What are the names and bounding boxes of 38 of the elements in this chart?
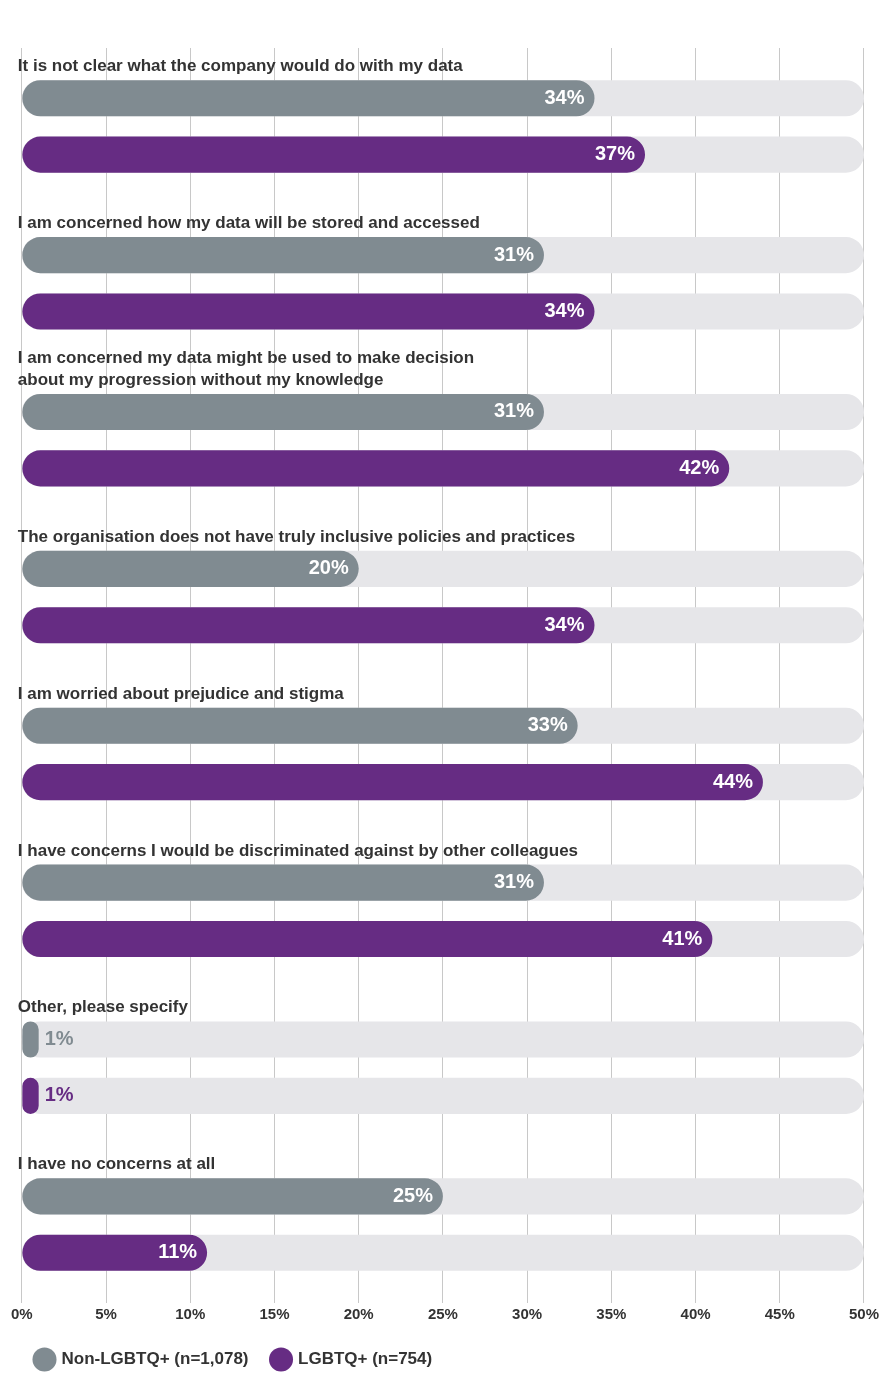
data-label: 37% <box>595 142 636 165</box>
y-tick-label: The organisation does not have truly inclusive policies and practices <box>17 526 576 546</box>
y-tick-label: I have no concerns at all <box>17 1154 216 1174</box>
data-label: 44% <box>712 769 754 792</box>
data-label: 42% <box>679 455 720 478</box>
bar <box>22 1234 208 1271</box>
data-label: 1% <box>44 1083 74 1106</box>
y-tick-label: Other, please specify <box>17 997 189 1017</box>
x-tick-label: 35% <box>596 1305 627 1323</box>
x-tick-label: 0% <box>11 1305 33 1323</box>
y-tick-label: It is not clear what the company would do with my data <box>17 56 464 76</box>
data-label: 25% <box>392 1183 434 1206</box>
legend-label: Non-LGBTQ+ (n=1,078) <box>61 1349 249 1369</box>
x-tick-label: 45% <box>764 1305 795 1323</box>
y-tick-label: I am worried about prejudice and stigma <box>17 683 345 703</box>
x-tick-label: 30% <box>512 1305 543 1323</box>
data-label: 11% <box>158 1240 198 1263</box>
x-tick-label: 25% <box>427 1305 458 1323</box>
x-tick-label: 5% <box>95 1305 117 1323</box>
data-label: 34% <box>544 85 585 108</box>
data-label: 34% <box>544 299 585 322</box>
x-tick-label: 40% <box>680 1305 711 1323</box>
x-tick-label: 50% <box>848 1305 879 1323</box>
x-tick-label: 20% <box>343 1305 374 1323</box>
data-label: 31% <box>493 870 535 893</box>
data-label: 20% <box>308 556 349 579</box>
x-tick-label: 15% <box>259 1305 290 1323</box>
y-tick-label: I have concerns I would be discriminated against by other colleagues <box>17 840 579 860</box>
legend-label: LGBTQ+ (n=754) <box>298 1349 433 1369</box>
data-label: 31% <box>493 242 535 265</box>
x-tick-label: 10% <box>175 1305 206 1323</box>
y-tick-label: I am concerned how my data will be stored and accessed <box>17 213 480 232</box>
data-label: 34% <box>544 612 585 635</box>
y-tick-label: I am concerned my data might be used to make decision about my progression without my knowledge <box>17 347 475 389</box>
data-label: 1% <box>44 1026 74 1049</box>
data-label: 33% <box>527 713 568 736</box>
data-label: 31% <box>493 399 535 422</box>
data-label: 41% <box>662 926 703 949</box>
